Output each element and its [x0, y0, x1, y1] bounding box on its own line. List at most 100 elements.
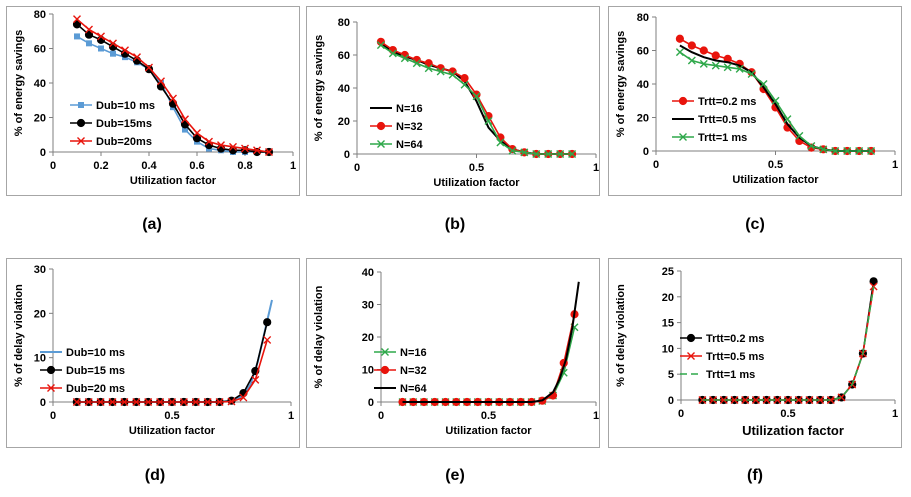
- legend-label: N=32: [396, 121, 423, 133]
- legend-marker: [380, 365, 390, 375]
- x-tick-label: 0.8: [237, 160, 252, 172]
- x-tick-label: 0.5: [780, 408, 795, 420]
- legend-marker: [686, 333, 696, 343]
- data-point: [86, 40, 92, 47]
- data-point: [723, 63, 732, 72]
- data-point: [735, 64, 744, 73]
- y-tick-label: 40: [34, 78, 46, 90]
- legend-item: Trtt=0.5 ms: [680, 351, 764, 363]
- data-point: [241, 144, 249, 153]
- data-point: [460, 80, 469, 89]
- data-point: [771, 96, 780, 105]
- chart-panel: 0 20 40 60 80 0 0.2 0.4 0.6 0.8 1 Utilization facto…: [6, 6, 300, 233]
- data-point: [869, 282, 878, 291]
- legend-label: Dub=15ms: [96, 118, 152, 130]
- legend-item: Dub=10 ms: [70, 100, 155, 112]
- y-tick-label: 0: [40, 397, 46, 409]
- data-point: [751, 396, 760, 404]
- series-group: [72, 335, 272, 406]
- data-point: [816, 396, 825, 404]
- data-point: [496, 138, 505, 147]
- data-point: [819, 145, 828, 154]
- data-point: [520, 148, 529, 157]
- data-point: [229, 142, 237, 151]
- data-point: [85, 25, 93, 34]
- data-point: [376, 41, 385, 50]
- y-tick-label: 5: [668, 369, 674, 381]
- data-point: [133, 53, 141, 62]
- data-point: [807, 141, 816, 150]
- data-point: [108, 398, 117, 406]
- data-point: [110, 50, 116, 57]
- y-tick-label: 10: [662, 343, 674, 355]
- chart-panel: 0 20 40 60 80 0 0.5 1 Utilization factor % of ene…: [608, 6, 902, 233]
- x-tick-label: 1: [892, 159, 898, 171]
- y-tick-label: 40: [362, 267, 374, 279]
- data-point: [157, 77, 165, 86]
- legend-item: Dub=15 ms: [40, 365, 125, 377]
- legend-marker: [376, 121, 386, 131]
- y-tick-label: 60: [338, 50, 350, 62]
- data-point: [98, 45, 104, 52]
- y-tick-label: 0: [344, 149, 350, 161]
- y-tick-label: 0: [40, 147, 46, 159]
- data-point: [867, 147, 876, 155]
- data-point: [97, 32, 105, 41]
- panel-frame: [306, 258, 600, 448]
- y-axis-label: % of energy savings: [615, 31, 627, 137]
- y-tick-label: 0: [668, 395, 674, 407]
- data-point: [855, 147, 864, 155]
- data-point: [805, 396, 814, 404]
- y-tick-label: 40: [338, 83, 350, 95]
- x-tick-label: 0: [50, 410, 56, 422]
- data-point: [747, 69, 756, 78]
- legend-label: N=16: [400, 347, 427, 359]
- legend-label: Trtt=0.5 ms: [698, 114, 756, 126]
- data-point: [794, 396, 803, 404]
- data-point: [215, 398, 224, 406]
- data-point: [253, 146, 261, 155]
- legend-item: Dub=20 ms: [40, 383, 125, 395]
- legend-marker: [678, 96, 688, 106]
- x-axis-label: Utilization factor: [129, 425, 216, 437]
- data-point: [217, 141, 225, 150]
- legend-item: Trtt=1 ms: [680, 369, 755, 381]
- panel-frame: [6, 6, 300, 196]
- legend-label: Trtt=1 ms: [706, 369, 755, 381]
- data-point: [711, 61, 720, 70]
- data-point: [826, 396, 835, 404]
- y-tick-label: 20: [34, 308, 46, 320]
- panel-label: (b): [445, 216, 465, 233]
- data-point: [84, 30, 94, 39]
- y-axis-label: % of energy savings: [313, 35, 325, 141]
- legend-marker: [47, 384, 55, 392]
- y-tick-label: 80: [338, 17, 350, 29]
- x-tick-label: 0.5: [481, 410, 496, 422]
- data-point: [182, 126, 188, 133]
- x-tick-label: 1: [290, 160, 296, 172]
- y-axis-label: % of energy savings: [13, 30, 25, 136]
- data-point: [205, 137, 213, 146]
- data-point: [132, 398, 141, 406]
- x-tick-label: 0: [50, 160, 56, 172]
- legend-item: N=64: [374, 383, 427, 395]
- data-point: [719, 396, 728, 404]
- data-point: [675, 48, 684, 57]
- data-point: [72, 398, 81, 406]
- legend-item: Trtt=0.5 ms: [672, 114, 756, 126]
- y-tick-label: 0: [368, 397, 374, 409]
- y-tick-label: 30: [34, 264, 46, 276]
- data-point: [556, 150, 565, 158]
- legend-item: Dub=10 ms: [40, 347, 125, 359]
- y-tick-label: 10: [362, 365, 374, 377]
- legend-item: N=16: [374, 347, 427, 359]
- y-tick-label: 20: [637, 113, 649, 125]
- data-point: [869, 277, 878, 286]
- panel-label: (a): [142, 216, 162, 233]
- y-tick-label: 10: [34, 353, 46, 365]
- legend-item: Dub=15ms: [70, 118, 152, 130]
- data-point: [73, 15, 81, 24]
- data-point: [759, 80, 768, 88]
- data-point: [144, 65, 154, 74]
